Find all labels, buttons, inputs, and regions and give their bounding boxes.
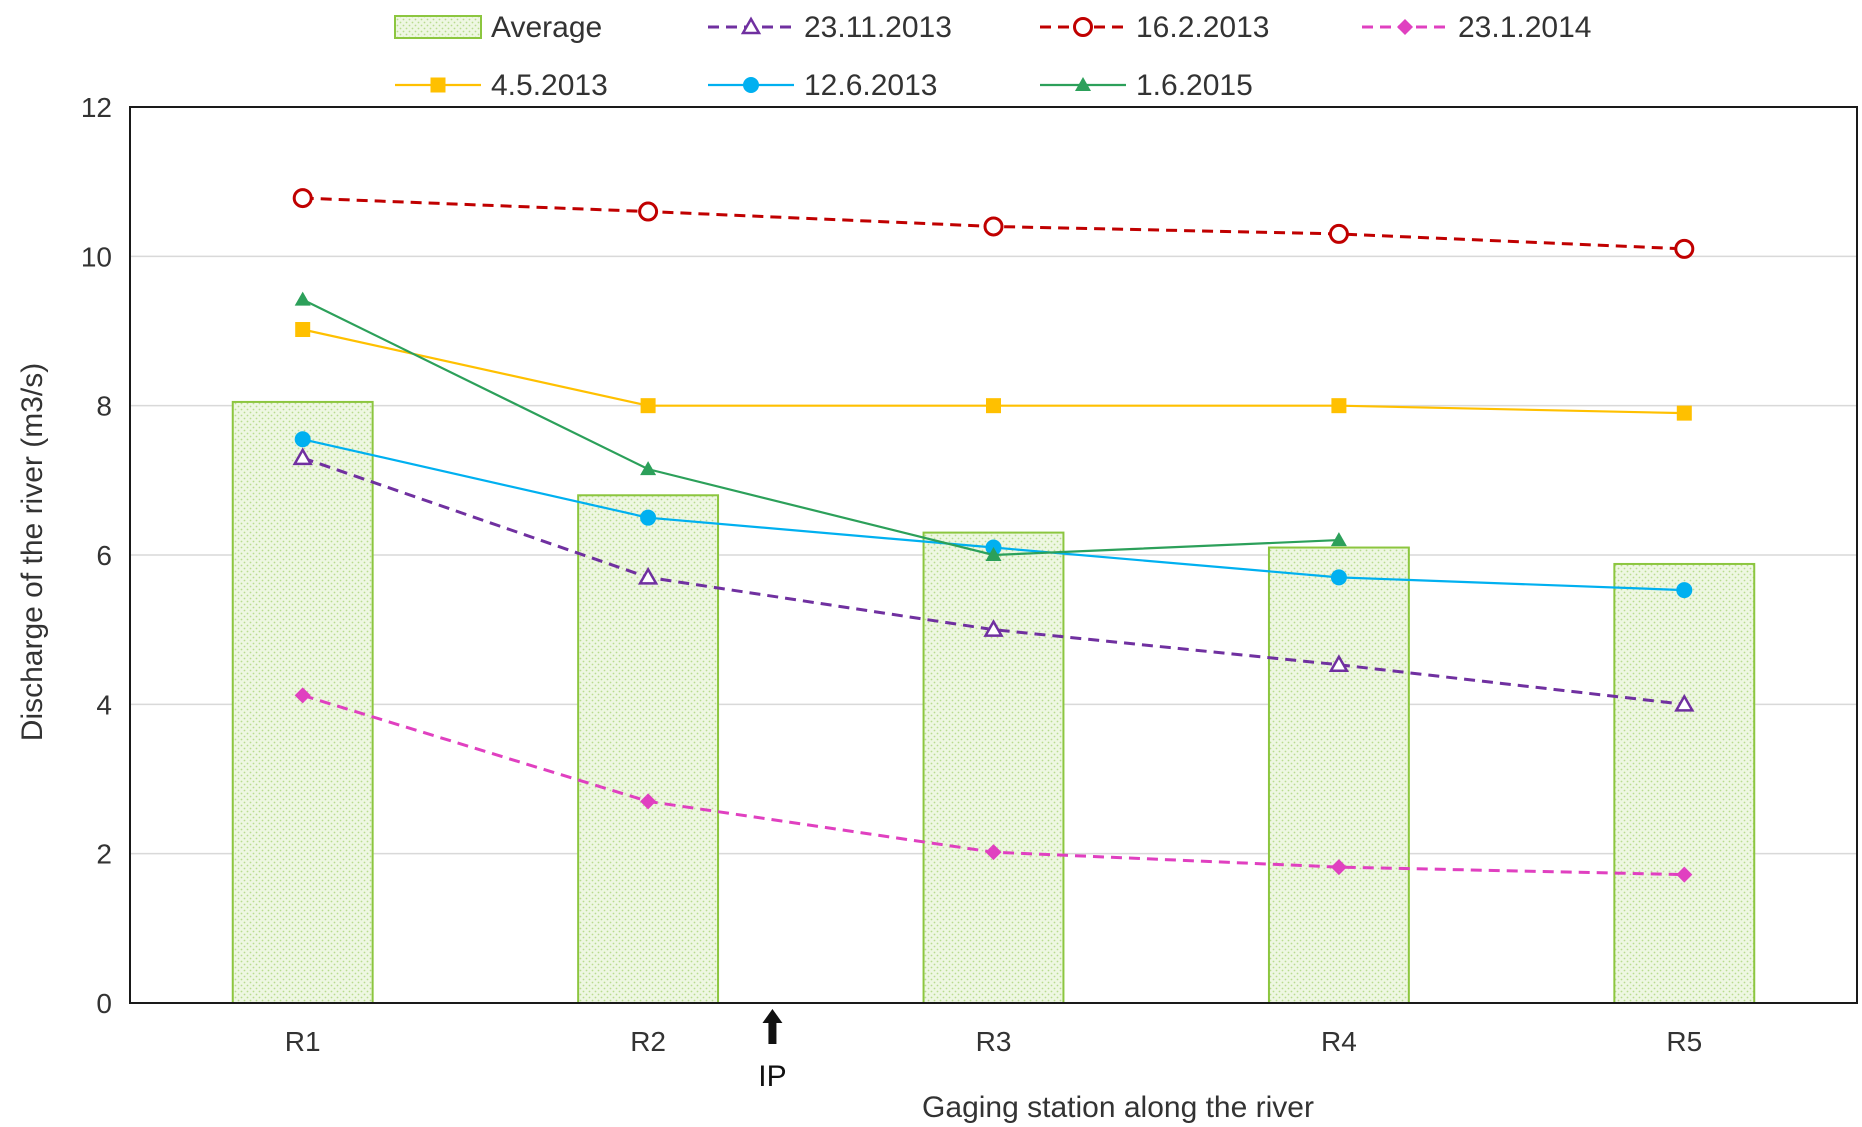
bar — [1613, 562, 1756, 1005]
legend-label: 1.6.2015 — [1136, 69, 1253, 102]
point — [294, 687, 311, 704]
y-tick-label: 6 — [96, 540, 112, 571]
point — [430, 77, 446, 93]
point — [1330, 569, 1347, 586]
bar — [1267, 546, 1410, 1004]
x-tick-label: R2 — [630, 1026, 666, 1057]
point — [640, 509, 657, 526]
legend-label: 4.5.2013 — [491, 69, 608, 102]
point — [983, 216, 1004, 237]
legend-item: 12.6.2013 — [708, 69, 937, 102]
x-tick-label: R5 — [1666, 1026, 1702, 1057]
legend: Average 23.11.2013 16.2.2013 23.1.2014 4.5.2… — [394, 11, 1591, 102]
y-axis-title: Discharge of the river (m3/s) — [16, 363, 49, 741]
point — [1331, 398, 1347, 414]
legend-label: 16.2.2013 — [1136, 11, 1269, 44]
point — [1073, 17, 1093, 37]
point — [743, 77, 759, 93]
y-tick-label: 2 — [96, 839, 112, 870]
point — [640, 793, 657, 810]
point — [1330, 532, 1347, 547]
y-tick-label: 10 — [81, 241, 112, 272]
legend-item: 4.5.2013 — [395, 69, 608, 102]
point — [640, 461, 657, 476]
axes: 0 2 4 6 8 10 12 R1 R2 R3 R4 R5 IP — [81, 92, 1858, 1093]
legend-label: 12.6.2013 — [804, 69, 937, 102]
x-tick-label: R4 — [1321, 1026, 1357, 1057]
point — [292, 447, 313, 466]
point — [295, 322, 311, 338]
point — [638, 201, 659, 222]
point — [1397, 19, 1413, 35]
legend-item: Average — [394, 11, 602, 44]
point — [292, 188, 313, 209]
legend-item: 1.6.2015 — [1040, 69, 1253, 102]
x-tick-label: R1 — [285, 1026, 321, 1057]
bar — [922, 531, 1065, 1004]
point — [983, 619, 1004, 637]
y-tick-label: 4 — [96, 689, 112, 720]
series-line — [302, 456, 1685, 706]
legend-item: 16.2.2013 — [1040, 11, 1269, 44]
ip-arrow-shaft — [768, 1022, 777, 1044]
point — [985, 547, 1002, 561]
ip-label: IP — [758, 1060, 786, 1093]
point — [1330, 859, 1347, 876]
legend-item: 23.11.2013 — [708, 11, 952, 44]
y-tick-label: 8 — [96, 391, 112, 422]
point — [1328, 654, 1350, 673]
series-line — [302, 298, 1339, 557]
plot-area-frame — [129, 106, 1858, 1004]
point — [640, 398, 656, 414]
series-lines — [292, 188, 1695, 883]
point — [294, 431, 311, 448]
ip-arrow-head — [762, 1009, 783, 1023]
y-tick-label: 12 — [81, 92, 112, 123]
x-tick-label: R3 — [976, 1026, 1012, 1057]
legend-label: 23.1.2014 — [1458, 11, 1591, 44]
legend-item: 23.1.2014 — [1362, 11, 1591, 44]
legend-label: Average — [491, 11, 602, 44]
point — [1676, 405, 1692, 421]
point — [1328, 223, 1349, 244]
x-axis-title: Gaging station along the river — [922, 1091, 1314, 1124]
point — [1674, 238, 1695, 259]
legend-swatch — [394, 15, 482, 39]
point — [1674, 693, 1695, 712]
y-tick-label: 0 — [96, 988, 112, 1019]
point — [1676, 866, 1693, 883]
point — [985, 844, 1002, 861]
point — [637, 566, 659, 585]
point — [1676, 582, 1693, 599]
point — [740, 16, 762, 35]
point — [986, 398, 1001, 414]
legend-label: 23.11.2013 — [804, 11, 952, 44]
point — [294, 291, 311, 306]
point — [1075, 77, 1091, 91]
average-bars — [231, 400, 1756, 1005]
